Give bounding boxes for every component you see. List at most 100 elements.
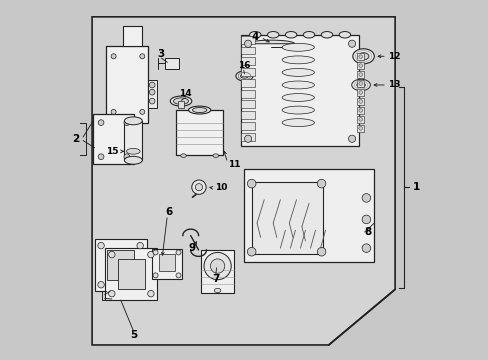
- Bar: [106, 45, 147, 123]
- Bar: [241, 36, 255, 44]
- Text: 16: 16: [237, 60, 249, 69]
- Ellipse shape: [249, 32, 261, 38]
- Bar: [241, 79, 255, 87]
- Circle shape: [176, 273, 181, 278]
- Circle shape: [317, 247, 325, 256]
- Bar: [241, 35, 359, 146]
- Text: 4: 4: [251, 32, 259, 41]
- Bar: [147, 80, 156, 108]
- Circle shape: [244, 40, 251, 47]
- Bar: [241, 90, 255, 98]
- Circle shape: [153, 250, 158, 255]
- Ellipse shape: [282, 43, 314, 51]
- Circle shape: [247, 179, 255, 188]
- Bar: [357, 125, 363, 132]
- Ellipse shape: [285, 32, 296, 38]
- Bar: [122, 26, 142, 45]
- Ellipse shape: [352, 49, 373, 64]
- Text: 15: 15: [105, 147, 118, 156]
- Ellipse shape: [188, 106, 210, 114]
- Bar: [93, 114, 134, 164]
- Circle shape: [98, 154, 104, 159]
- Bar: [164, 58, 178, 69]
- Circle shape: [317, 179, 325, 188]
- Ellipse shape: [351, 79, 369, 91]
- Bar: [241, 100, 255, 108]
- Ellipse shape: [235, 71, 253, 81]
- Bar: [105, 248, 157, 300]
- Text: 2: 2: [72, 134, 80, 144]
- Bar: [241, 111, 255, 119]
- Circle shape: [210, 259, 224, 273]
- Circle shape: [358, 109, 362, 112]
- Bar: [124, 121, 142, 160]
- Circle shape: [147, 251, 154, 258]
- Ellipse shape: [180, 154, 186, 157]
- Bar: [118, 259, 144, 289]
- Circle shape: [358, 55, 362, 58]
- Circle shape: [124, 120, 129, 126]
- Ellipse shape: [192, 108, 206, 113]
- Circle shape: [358, 64, 362, 67]
- Bar: [244, 169, 373, 262]
- Circle shape: [358, 100, 362, 103]
- Circle shape: [124, 154, 129, 159]
- Circle shape: [348, 40, 355, 47]
- Bar: [201, 250, 233, 293]
- Circle shape: [137, 242, 143, 249]
- Bar: [94, 239, 146, 291]
- Circle shape: [149, 82, 155, 88]
- Ellipse shape: [303, 32, 314, 38]
- Text: 8: 8: [364, 227, 371, 237]
- Bar: [357, 89, 363, 96]
- Circle shape: [149, 98, 155, 104]
- Circle shape: [98, 242, 104, 249]
- Ellipse shape: [124, 156, 142, 164]
- Bar: [107, 250, 134, 280]
- Circle shape: [348, 135, 355, 142]
- Circle shape: [140, 109, 144, 114]
- Ellipse shape: [321, 32, 332, 38]
- Bar: [357, 107, 363, 114]
- Ellipse shape: [357, 53, 368, 60]
- Text: 5: 5: [129, 330, 137, 340]
- Bar: [241, 68, 255, 76]
- Bar: [251, 182, 323, 253]
- Text: 3: 3: [157, 49, 164, 59]
- Circle shape: [358, 118, 362, 121]
- Circle shape: [362, 194, 370, 202]
- Text: 11: 11: [228, 161, 241, 170]
- Text: 13: 13: [387, 81, 400, 90]
- Text: 14: 14: [179, 89, 191, 98]
- Text: 10: 10: [215, 183, 227, 192]
- Circle shape: [176, 250, 181, 255]
- Ellipse shape: [356, 82, 365, 87]
- Circle shape: [108, 251, 115, 258]
- Ellipse shape: [126, 148, 140, 154]
- Text: 7: 7: [212, 274, 219, 284]
- Text: 12: 12: [387, 52, 400, 61]
- Bar: [159, 253, 175, 271]
- Circle shape: [137, 282, 143, 288]
- Ellipse shape: [282, 81, 314, 89]
- Text: 9: 9: [188, 243, 196, 253]
- Circle shape: [358, 127, 362, 130]
- Circle shape: [111, 54, 116, 59]
- Circle shape: [108, 291, 115, 297]
- Text: 6: 6: [165, 207, 172, 217]
- Circle shape: [358, 82, 362, 85]
- Ellipse shape: [282, 56, 314, 64]
- Bar: [178, 101, 183, 108]
- Ellipse shape: [124, 117, 142, 125]
- Circle shape: [362, 215, 370, 224]
- Bar: [357, 98, 363, 105]
- Bar: [241, 57, 255, 65]
- Circle shape: [203, 252, 231, 280]
- Text: 1: 1: [411, 182, 419, 192]
- Circle shape: [195, 184, 202, 191]
- Polygon shape: [92, 17, 394, 345]
- Ellipse shape: [282, 119, 314, 127]
- Polygon shape: [247, 40, 294, 44]
- Circle shape: [98, 120, 104, 126]
- Ellipse shape: [282, 94, 314, 102]
